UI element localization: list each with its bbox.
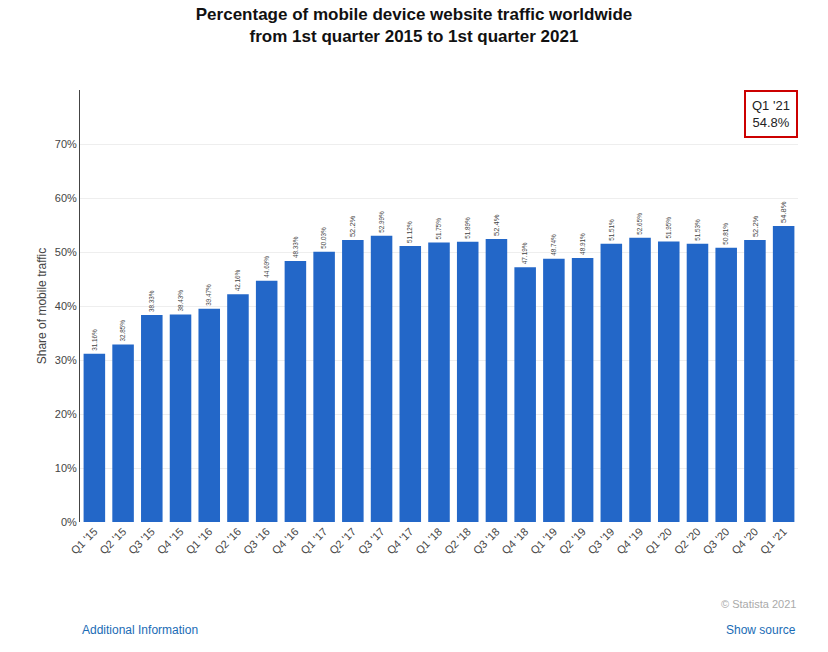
svg-text:Share of mobile traffic: Share of mobile traffic	[35, 248, 49, 365]
svg-text:10%: 10%	[55, 462, 77, 474]
svg-text:Additional Information: Additional Information	[82, 623, 198, 637]
svg-text:Q1 '16: Q1 '16	[183, 525, 214, 556]
svg-text:Q2 '15: Q2 '15	[97, 525, 128, 556]
svg-text:0%: 0%	[61, 516, 77, 528]
svg-text:60%: 60%	[55, 192, 77, 204]
svg-text:Q1 '20: Q1 '20	[643, 525, 674, 556]
svg-text:50%: 50%	[55, 246, 77, 258]
svg-text:50.81%: 50.81%	[722, 223, 729, 245]
svg-text:Percentage of mobile device we: Percentage of mobile device website traf…	[196, 5, 632, 46]
svg-text:Q2 '17: Q2 '17	[327, 525, 358, 556]
svg-text:51.95%: 51.95%	[665, 217, 672, 239]
svg-text:Q1 '15: Q1 '15	[68, 525, 99, 556]
svg-text:54.8%: 54.8%	[779, 201, 788, 223]
svg-text:52.4%: 52.4%	[492, 214, 501, 236]
svg-text:47.19%: 47.19%	[521, 242, 528, 264]
svg-text:Q1 '18: Q1 '18	[413, 525, 444, 556]
svg-text:Q1 '19: Q1 '19	[528, 525, 559, 556]
svg-text:Q2 '20: Q2 '20	[672, 525, 703, 556]
svg-text:Q3 '19: Q3 '19	[585, 525, 616, 556]
svg-text:Q1 '21: Q1 '21	[758, 525, 789, 556]
svg-text:Q2 '19: Q2 '19	[557, 525, 588, 556]
svg-text:Q4 '18: Q4 '18	[499, 525, 530, 556]
svg-text:38.43%: 38.43%	[177, 290, 184, 312]
svg-text:Q1 '17: Q1 '17	[298, 525, 329, 556]
svg-text:50.03%: 50.03%	[320, 227, 327, 249]
svg-text:Q4 '17: Q4 '17	[384, 525, 415, 556]
svg-text:© Statista 2021: © Statista 2021	[721, 598, 796, 610]
svg-text:Q2 '16: Q2 '16	[212, 525, 243, 556]
svg-text:51.12%: 51.12%	[406, 221, 413, 243]
svg-text:39.47%: 39.47%	[205, 284, 212, 306]
svg-text:44.69%: 44.69%	[263, 256, 270, 278]
svg-text:52.2%: 52.2%	[348, 215, 357, 237]
svg-text:52.65%: 52.65%	[636, 213, 643, 235]
svg-text:51.75%: 51.75%	[435, 218, 442, 240]
svg-text:52.99%: 52.99%	[378, 211, 385, 233]
svg-text:Q4 '16: Q4 '16	[270, 525, 301, 556]
svg-text:Q4 '15: Q4 '15	[155, 525, 186, 556]
svg-text:38.33%: 38.33%	[148, 290, 155, 312]
svg-text:20%: 20%	[55, 408, 77, 420]
svg-text:40%: 40%	[55, 300, 77, 312]
svg-text:Q3 '17: Q3 '17	[356, 525, 387, 556]
svg-text:Q3 '16: Q3 '16	[241, 525, 272, 556]
svg-text:Q3 '20: Q3 '20	[700, 525, 731, 556]
svg-text:32.85%: 32.85%	[119, 320, 126, 342]
svg-text:Q2 '18: Q2 '18	[442, 525, 473, 556]
svg-text:Q4 '20: Q4 '20	[729, 525, 760, 556]
svg-text:Q3 '18: Q3 '18	[471, 525, 502, 556]
svg-text:31.16%: 31.16%	[91, 329, 98, 351]
svg-text:48.91%: 48.91%	[579, 233, 586, 255]
svg-text:52.2%: 52.2%	[751, 215, 760, 237]
svg-text:51.51%: 51.51%	[608, 219, 615, 241]
svg-text:42.16%: 42.16%	[234, 270, 241, 292]
svg-text:70%: 70%	[55, 138, 77, 150]
svg-text:30%: 30%	[55, 354, 77, 366]
svg-text:Q1 '2154.8%: Q1 '2154.8%	[752, 98, 790, 130]
svg-text:Q4 '19: Q4 '19	[614, 525, 645, 556]
svg-text:51.53%: 51.53%	[694, 219, 701, 241]
svg-text:51.89%: 51.89%	[464, 217, 471, 239]
svg-text:48.33%: 48.33%	[292, 236, 299, 258]
svg-text:48.74%: 48.74%	[550, 234, 557, 256]
svg-text:Q3 '15: Q3 '15	[126, 525, 157, 556]
svg-text:Show source: Show source	[726, 623, 796, 637]
